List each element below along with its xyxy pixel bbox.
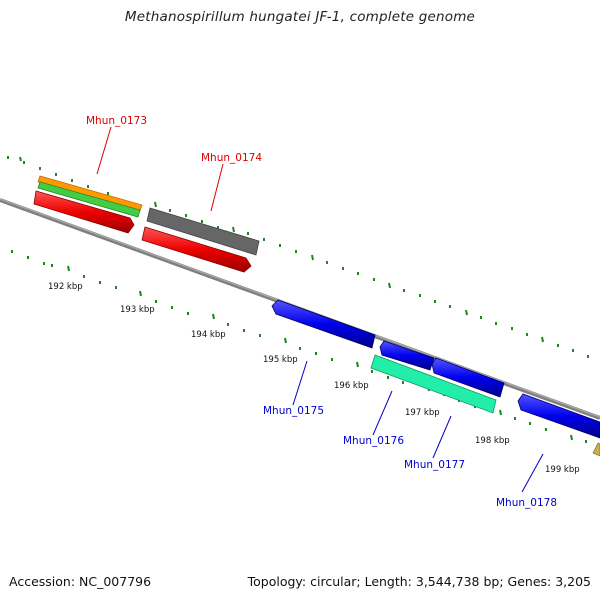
feature-tracks[interactable] [33, 175, 600, 457]
tick-label-197: 197 kbp [405, 408, 440, 418]
gene-labels[interactable]: Mhun_0173 Mhun_0174 Mhun_0175 Mhun_0176 … [86, 115, 557, 509]
genome-summary-text: Topology: circular; Length: 3,544,738 bp… [247, 574, 591, 589]
map-title: Methanospirillum hungatei JF-1, complete… [124, 9, 476, 25]
callout-lines [96, 126, 544, 493]
outer-tick-track [7, 156, 589, 358]
gene-arrow-mhun-0173[interactable] [33, 190, 135, 234]
accession-text: Accession: NC_007796 [9, 574, 152, 589]
tick-label-194: 194 kbp [191, 330, 226, 340]
tick-labels: 192 kbp 193 kbp 194 kbp 195 kbp 196 kbp … [48, 282, 580, 475]
gene-arrow-mhun-0174[interactable] [141, 226, 252, 273]
gene-label-mhun-0173[interactable]: Mhun_0173 [86, 115, 147, 127]
gene-label-mhun-0174[interactable]: Mhun_0174 [201, 152, 262, 164]
tick-label-193: 193 kbp [120, 305, 155, 315]
tick-label-192: 192 kbp [48, 282, 83, 292]
tick-label-196: 196 kbp [334, 381, 369, 391]
gene-arrow-mhun-0175[interactable] [271, 299, 376, 349]
tan-feature-bar[interactable] [592, 442, 600, 457]
cyan-feature-bar[interactable] [370, 354, 497, 414]
gene-label-mhun-0175[interactable]: Mhun_0175 [263, 405, 324, 417]
gene-label-mhun-0176[interactable]: Mhun_0176 [343, 435, 404, 447]
gene-label-mhun-0178[interactable]: Mhun_0178 [496, 497, 557, 509]
gene-arrow-mhun-0178[interactable] [517, 393, 600, 439]
tick-label-195: 195 kbp [263, 355, 298, 365]
green-feature-bar[interactable] [37, 181, 141, 218]
grey-feature-bar[interactable] [146, 207, 260, 256]
gene-arrow-mhun-0177[interactable] [431, 357, 505, 398]
tick-label-198: 198 kbp [475, 436, 510, 446]
tick-label-199: 199 kbp [545, 465, 580, 475]
gene-label-mhun-0177[interactable]: Mhun_0177 [404, 459, 465, 471]
